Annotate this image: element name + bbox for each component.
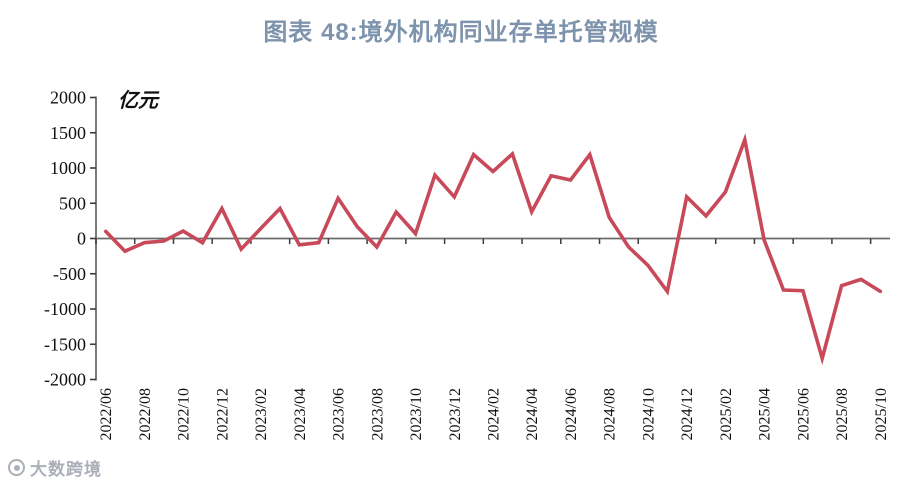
watermark-logo-icon <box>8 459 25 476</box>
y-axis-unit-label: 亿元 <box>118 90 158 112</box>
x-tick-label: 2023/04 <box>292 388 309 440</box>
x-tick-label: 2023/10 <box>408 388 425 440</box>
x-tick-label: 2024/10 <box>640 388 657 440</box>
x-tick-label: 2023/08 <box>369 388 386 440</box>
x-tick-label: 2023/12 <box>447 388 464 440</box>
y-tick-label: 500 <box>59 193 86 213</box>
y-tick-label: -500 <box>53 264 86 284</box>
y-tick-label: 1000 <box>50 158 86 178</box>
x-tick-label: 2022/12 <box>214 388 231 440</box>
x-tick-label: 2025/10 <box>873 388 890 440</box>
y-tick-label: -1000 <box>44 299 86 319</box>
y-tick-label: -1500 <box>44 334 86 354</box>
y-tick-label: 0 <box>77 229 86 249</box>
x-tick-label: 2025/08 <box>834 388 851 440</box>
x-tick-label: 2023/06 <box>331 388 348 440</box>
x-tick-label: 2022/06 <box>98 388 115 440</box>
x-tick-label: 2022/10 <box>176 388 193 440</box>
x-tick-label: 2024/08 <box>602 388 619 440</box>
x-tick-label: 2025/06 <box>795 388 812 440</box>
x-tick-label: 2025/02 <box>718 388 735 440</box>
y-tick-label: 2000 <box>50 88 86 108</box>
watermark-text: 大数跨境 <box>30 460 102 479</box>
data-series-line <box>103 133 883 366</box>
x-tick-label: 2024/02 <box>486 388 503 440</box>
y-tick-label: 1500 <box>50 123 86 143</box>
x-tick-label: 2022/08 <box>137 388 154 440</box>
watermark: 大数跨境 <box>8 455 102 480</box>
x-tick-label: 2023/02 <box>253 388 270 440</box>
y-tick-label: -2000 <box>44 370 86 390</box>
x-tick-label: 2024/04 <box>524 388 541 440</box>
x-tick-label: 2024/12 <box>679 388 696 440</box>
x-tick-label: 2024/06 <box>563 388 580 440</box>
x-tick-label: 2025/04 <box>757 388 774 440</box>
chart-title: 图表 48:境外机构同业存单托管规模 <box>263 19 659 46</box>
